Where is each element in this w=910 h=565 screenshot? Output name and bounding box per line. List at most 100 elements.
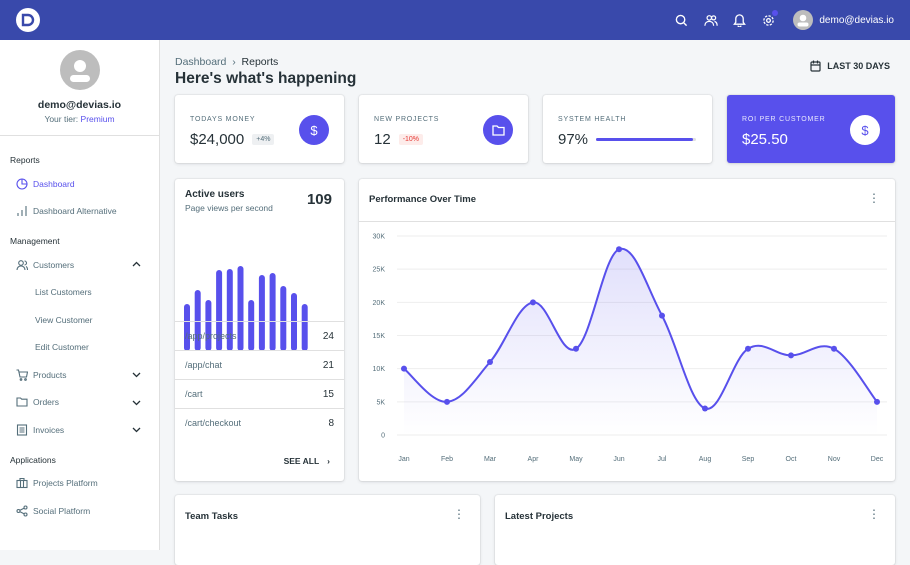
bar (205, 300, 212, 351)
x-tick-label: Apr (528, 456, 540, 463)
data-point[interactable] (874, 398, 880, 405)
page-path: /cart/checkout (185, 418, 242, 428)
breadcrumb: Dashboard › Reports (175, 56, 279, 68)
y-tick-label: 25K (373, 267, 386, 274)
logo[interactable] (16, 8, 40, 32)
bell-icon[interactable] (725, 0, 754, 40)
y-tick-label: 5K (376, 399, 385, 406)
nav-section-title: Management (10, 236, 60, 246)
sidebar-item-label: Orders (33, 397, 59, 408)
folder-icon (16, 396, 28, 408)
tier-link[interactable]: Premium (80, 114, 115, 124)
profile: demo@devias.io Your tier: Premium (0, 40, 159, 136)
chevron-up-icon (132, 261, 141, 267)
kpi-roi-per-customer: ROI PER CUSTOMER $25.50 $ (727, 95, 895, 163)
date-range-button[interactable]: LAST 30 DAYS (810, 60, 890, 72)
sidebar-item-label: Social Platform (33, 505, 91, 516)
calendar-icon (810, 60, 821, 72)
x-tick-label: Nov (828, 456, 841, 463)
x-tick-label: Mar (484, 456, 497, 463)
data-point[interactable] (659, 312, 665, 319)
data-point[interactable] (444, 398, 450, 405)
sidebar-subitem[interactable]: Edit Customer (0, 334, 159, 362)
sidebar-subitem[interactable]: View Customer (0, 306, 159, 334)
x-tick-label: Jun (613, 456, 624, 463)
active-users-card: Active users Page views per second 109 /… (175, 179, 344, 481)
page-row[interactable]: /app/projects 24 (175, 321, 344, 350)
more-vert-icon[interactable]: ⋮ (453, 507, 465, 521)
page-title: Here's what's happening (175, 70, 357, 87)
gear-icon[interactable] (754, 0, 783, 40)
data-point[interactable] (401, 365, 407, 372)
more-vert-icon[interactable]: ⋮ (868, 507, 880, 521)
page-row[interactable]: /cart/checkout 8 (175, 408, 344, 437)
y-tick-label: 0 (381, 433, 385, 440)
active-users-count: 109 (306, 191, 332, 208)
card-title: Active users (185, 189, 245, 200)
card-title: Latest Projects (505, 511, 574, 522)
data-point[interactable] (788, 352, 794, 359)
x-tick-label: Jan (398, 456, 409, 463)
sidebar-item-social-platform[interactable]: Social Platform (0, 497, 159, 525)
data-point[interactable] (530, 299, 536, 306)
dollar-icon: $ (299, 115, 329, 145)
data-point[interactable] (745, 345, 751, 352)
kpi-label: SYSTEM HEALTH (558, 116, 627, 123)
sidebar-item-label: Edit Customer (35, 342, 89, 353)
bar (226, 269, 233, 351)
y-tick-label: 20K (373, 300, 386, 307)
health-progress-bar (596, 138, 697, 141)
users-icon[interactable] (696, 0, 725, 40)
avatar[interactable] (59, 50, 100, 90)
kpi-value: $25.50 (742, 131, 788, 148)
bar (237, 266, 244, 351)
x-tick-label: May (569, 456, 583, 463)
data-point[interactable] (702, 405, 708, 412)
kpi-badge: -10% (398, 134, 424, 145)
chevron-right-icon: › (327, 456, 330, 466)
data-point[interactable] (573, 345, 579, 352)
sidebar-item-products[interactable]: Products (0, 361, 159, 389)
sidebar-item-label: View Customer (35, 314, 93, 325)
tier-label: Your tier: (44, 114, 79, 124)
sidebar-item-label: Invoices (33, 424, 65, 435)
sidebar: demo@devias.io Your tier: Premium Report… (0, 40, 160, 550)
avatar[interactable] (793, 10, 814, 30)
y-tick-label: 30K (373, 234, 386, 241)
sidebar-subitem[interactable]: List Customers (0, 279, 159, 307)
kpi-todays-money: TODAYS MONEY $24,000 +4% $ (175, 95, 344, 163)
kpi-badge: +4% (252, 134, 275, 145)
sidebar-item-invoices[interactable]: Invoices (0, 416, 159, 444)
breadcrumb-dashboard[interactable]: Dashboard (175, 56, 227, 68)
breadcrumb-reports: Reports (241, 56, 279, 68)
data-point[interactable] (831, 345, 837, 352)
page-row[interactable]: /app/chat 21 (175, 350, 344, 379)
more-vert-icon[interactable]: ⋮ (868, 191, 880, 205)
sidebar-item-label: Projects Platform (33, 478, 98, 489)
nav-section-title: Reports (10, 155, 40, 165)
page-count: 15 (322, 388, 334, 400)
team-tasks-card: Team Tasks ⋮ (175, 495, 480, 565)
sidebar-item-projects-platform[interactable]: Projects Platform (0, 470, 159, 498)
data-point[interactable] (616, 246, 622, 253)
dollar-icon: $ (850, 115, 880, 145)
sidebar-item-orders[interactable]: Orders (0, 389, 159, 417)
see-all-button[interactable]: SEE ALL › (284, 456, 330, 466)
performance-line-chart: 0 5K 10K 15K 20K 25K 30K Jan Feb Mar Apr May Jun Jul A… (373, 234, 887, 463)
notification-dot (772, 10, 779, 16)
folder-icon (483, 115, 513, 145)
sidebar-item-label: List Customers (35, 287, 92, 298)
search-icon[interactable] (667, 0, 696, 40)
sidebar-item-dashboard[interactable]: Dashboard (0, 170, 159, 198)
data-point[interactable] (487, 359, 493, 366)
page-row[interactable]: /cart 15 (175, 379, 344, 408)
sidebar-item-dashboard-alternative[interactable]: Dashboard Alternative (0, 198, 159, 226)
date-range-label: LAST 30 DAYS (827, 61, 890, 71)
page-count: 21 (322, 359, 334, 371)
profile-email: demo@devias.io (37, 99, 122, 111)
x-tick-label: Oct (786, 456, 797, 463)
bar (291, 293, 297, 351)
kpi-new-projects: NEW PROJECTS 12 -10% (359, 95, 528, 163)
user-email[interactable]: demo@devias.io (819, 14, 894, 26)
sidebar-item-customers[interactable]: Customers (0, 251, 159, 279)
